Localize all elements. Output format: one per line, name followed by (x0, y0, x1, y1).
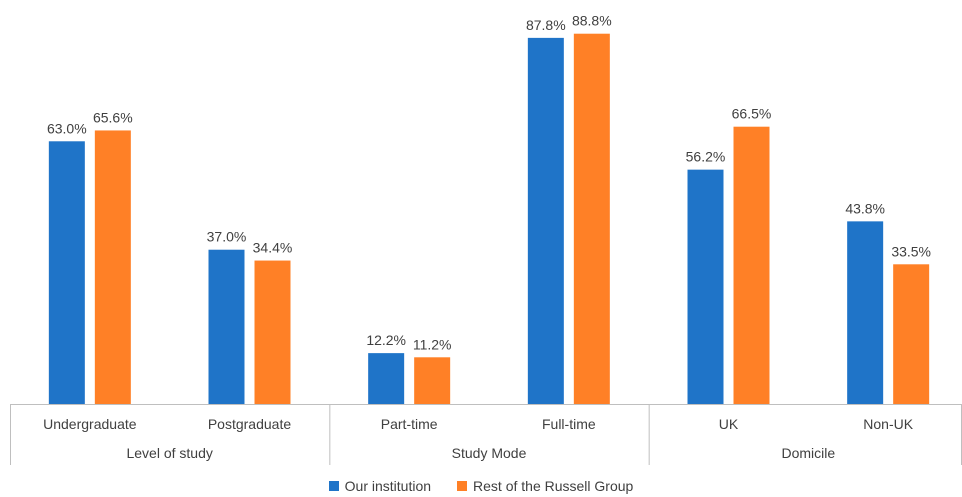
x-tick-label-part-time: Part-time (381, 416, 438, 432)
bar-rest-of-the-russell-group-non-uk (893, 264, 930, 404)
legend-label-russell-group: Rest of the Russell Group (473, 478, 634, 494)
legend-label-our-institution: Our institution (344, 478, 432, 494)
bar-our-institution-full-time (527, 37, 564, 405)
bar-rest-of-the-russell-group-part-time (414, 357, 451, 404)
group-label-domicile: Domicile (781, 445, 835, 461)
bar-our-institution-non-uk (847, 221, 884, 404)
group-label-study-mode: Study Mode (452, 445, 527, 461)
legend-swatch-our-institution (328, 481, 339, 491)
data-label-rest-of-the-russell-group-part-time: 11.2% (413, 336, 452, 352)
chart-area: 63.0% 65.6% Undergraduate 37.0% 34.4% Postgra… (10, 13, 962, 465)
data-label-rest-of-the-russell-group-postgraduate: 34.4% (253, 240, 293, 256)
data-label-rest-of-the-russell-group-full-time: 88.8% (572, 13, 612, 29)
bar-rest-of-the-russell-group-uk (733, 126, 770, 404)
data-label-our-institution-postgraduate: 37.0% (207, 229, 247, 245)
bar-rest-of-the-russell-group-postgraduate (254, 260, 291, 404)
data-label-rest-of-the-russell-group-undergraduate: 65.6% (93, 109, 133, 125)
bar-our-institution-postgraduate (208, 249, 245, 404)
data-label-our-institution-full-time: 87.8% (526, 17, 566, 33)
x-tick-label-non-uk: Non-UK (863, 416, 913, 432)
bar-our-institution-part-time (368, 353, 405, 404)
x-tick-label-full-time: Full-time (542, 416, 596, 432)
data-label-our-institution-non-uk: 43.8% (845, 200, 885, 216)
data-label-our-institution-part-time: 12.2% (366, 332, 406, 348)
data-label-rest-of-the-russell-group-non-uk: 33.5% (891, 243, 931, 259)
data-label-rest-of-the-russell-group-uk: 66.5% (732, 106, 772, 122)
x-tick-label-undergraduate: Undergraduate (43, 416, 137, 432)
data-label-our-institution-uk: 56.2% (686, 149, 726, 165)
legend: Our institution Rest of the Russell Grou… (0, 476, 962, 496)
x-tick-label-uk: UK (719, 416, 739, 432)
legend-item-our-institution: Our institution (328, 478, 432, 494)
bar-rest-of-the-russell-group-undergraduate (94, 130, 131, 404)
bar-our-institution-uk (687, 169, 724, 404)
bar-rest-of-the-russell-group-full-time (573, 33, 610, 404)
legend-item-russell-group: Rest of the Russell Group (457, 478, 633, 494)
bar-our-institution-undergraduate (48, 141, 85, 405)
data-label-our-institution-undergraduate: 63.0% (47, 120, 87, 136)
x-tick-label-postgraduate: Postgraduate (208, 416, 291, 432)
legend-swatch-russell-group (457, 481, 468, 491)
group-label-level-of-study: Level of study (126, 445, 212, 461)
